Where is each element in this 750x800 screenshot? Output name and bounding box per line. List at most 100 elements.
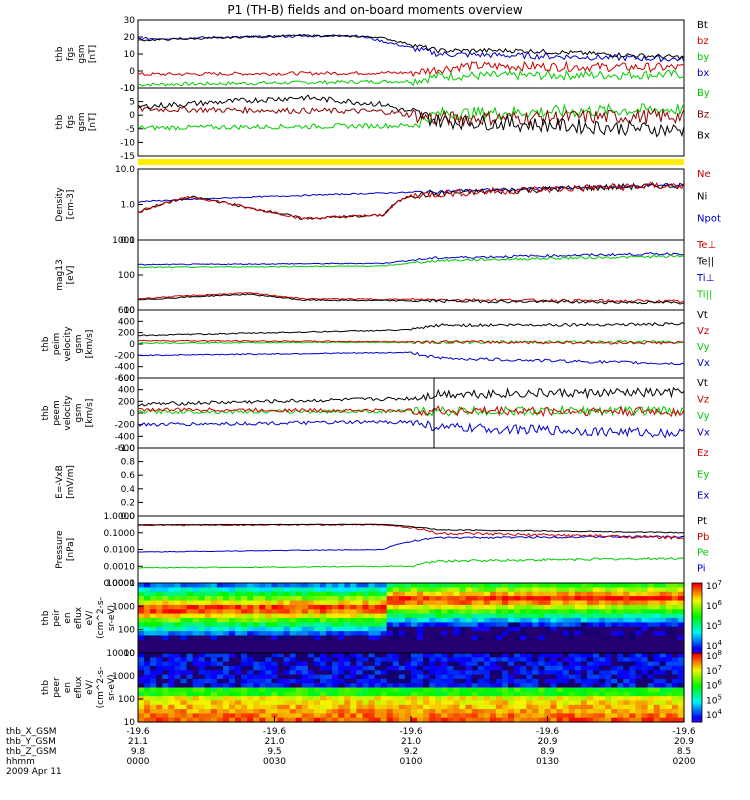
spectrogram-cell [222, 653, 230, 658]
spectrogram-cell [320, 709, 327, 714]
legend-entry: Vt [697, 378, 708, 389]
spectrogram-cell [277, 700, 285, 706]
spectrogram-cell [138, 709, 145, 714]
spectrogram-cell [447, 704, 455, 710]
spectrogram-cell [289, 626, 297, 632]
spectrogram-cell [404, 609, 412, 615]
spectrogram-cell [550, 596, 558, 602]
spectrogram-cell [350, 713, 357, 719]
spectrogram-cell [568, 622, 576, 628]
spectrogram-cell [629, 687, 637, 693]
spectrogram-cell [192, 665, 200, 671]
spectrogram-cell [138, 657, 145, 663]
spectrogram-cell [168, 678, 175, 684]
spectrogram-cell [271, 626, 279, 632]
spectrogram-cell [192, 591, 200, 597]
spectrogram-cell [295, 700, 303, 706]
spectrogram-cell [647, 631, 655, 637]
spectrogram-cell [580, 613, 588, 619]
spectrogram-cell [180, 587, 188, 593]
spectrogram-cell [635, 644, 643, 650]
spectrogram-cell [380, 622, 388, 628]
spectrogram-cell [277, 596, 285, 602]
spectrogram-cell [307, 591, 315, 597]
spectrogram-cell [520, 696, 527, 701]
spectrogram-cell [138, 713, 145, 719]
colorbar-cell [692, 627, 702, 631]
spectrogram-cell [295, 661, 303, 667]
spectrogram-cell [586, 613, 594, 619]
spectrogram-cell [635, 691, 643, 697]
spectrogram-cell [556, 596, 564, 602]
colorbar-tick-label: 105 [706, 693, 722, 706]
spectrogram-cell [313, 644, 321, 650]
spectrogram-cell [489, 609, 497, 615]
spectrogram-cell [562, 665, 570, 671]
spectrogram-cell [198, 613, 206, 619]
spectrogram-cell [611, 644, 618, 650]
spectrogram-cell [392, 687, 400, 693]
spectrogram-cell [192, 596, 200, 602]
spectrogram-cell [386, 583, 394, 588]
spectrogram-cell [435, 609, 442, 615]
spectrogram-cell [538, 639, 546, 645]
spectrogram-cell [423, 700, 430, 706]
spectrogram-cell [241, 631, 248, 637]
spectrogram-cell [411, 639, 418, 645]
spectrogram-cell [247, 583, 254, 588]
spectrogram-cell [599, 613, 606, 619]
spectrogram-cell [362, 604, 370, 610]
spectrogram-cell [386, 609, 394, 615]
spectrogram-cell [180, 700, 188, 706]
spectrogram-cell [374, 696, 382, 701]
spectrogram-cell [459, 613, 467, 619]
y-axis-label: peim [52, 333, 62, 356]
y-tick-label: 20 [124, 33, 136, 43]
spectrogram-cell [216, 622, 224, 628]
spectrogram-cell [441, 704, 448, 710]
spectrogram-cell [271, 583, 279, 588]
spectrogram-cell [580, 644, 588, 650]
spectrogram-cell [198, 665, 206, 671]
spectrogram-cell [580, 696, 588, 701]
spectrogram-cell [514, 583, 521, 588]
spectrogram-cell [417, 653, 424, 658]
spectrogram-cell [241, 635, 248, 641]
spectrogram-cell [586, 657, 594, 663]
spectrogram-cell [477, 644, 485, 650]
spectrogram-cell [465, 587, 473, 593]
spectrogram-cell [441, 691, 448, 697]
spectrogram-cell [562, 626, 570, 632]
spectrogram-cell [429, 618, 436, 623]
spectrogram-cell [229, 661, 236, 667]
spectrogram-cell [429, 691, 436, 697]
colorbar-cell [692, 689, 702, 693]
spectrogram-cell [447, 700, 455, 706]
spectrogram-cell [350, 648, 357, 654]
spectrogram-cell [477, 622, 485, 628]
spectrogram-cell [313, 717, 321, 723]
spectrogram-cell [404, 696, 412, 701]
spectrogram-cell [289, 631, 297, 637]
spectrogram-cell [562, 635, 570, 641]
spectrogram-cell [599, 644, 606, 650]
spectrogram-cell [435, 644, 442, 650]
spectrogram-cell [404, 635, 412, 641]
spectrogram-cell [398, 687, 406, 693]
spectrogram-cell [253, 631, 260, 637]
spectrogram-cell [677, 639, 685, 645]
spectrogram-cell [150, 713, 157, 719]
spectrogram-cell [623, 635, 630, 641]
spectrogram-cell [659, 687, 667, 693]
y-axis-label: thb [41, 680, 51, 695]
spectrogram-cell [265, 622, 273, 628]
spectrogram-cell [332, 587, 339, 593]
spectrogram-cell [198, 639, 206, 645]
x-tick-label: 8.5 [677, 747, 691, 757]
spectrogram-cell [550, 587, 558, 593]
spectrogram-cell [605, 687, 612, 693]
spectrogram-cell [289, 683, 297, 689]
spectrogram-cell [659, 631, 667, 637]
spectrogram-cell [429, 670, 436, 676]
spectrogram-cell [489, 713, 497, 719]
